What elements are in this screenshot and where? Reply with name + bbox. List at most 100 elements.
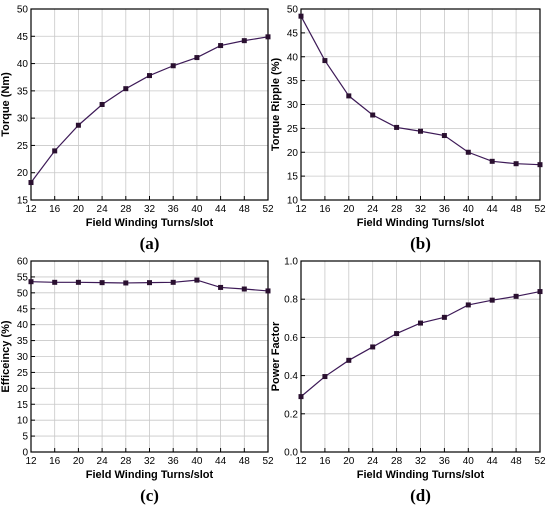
y-axis-title: Power Factor xyxy=(270,321,282,391)
y-tick-label: 0.6 xyxy=(284,333,298,344)
x-tick-label: 12 xyxy=(295,204,307,215)
y-tick-label: 35 xyxy=(287,76,299,87)
x-tick-label: 24 xyxy=(97,204,109,215)
x-tick-label: 52 xyxy=(534,456,546,467)
y-tick-label: 10 xyxy=(287,196,299,207)
y-tick-label: 40 xyxy=(17,59,29,70)
data-point xyxy=(28,180,34,186)
data-point xyxy=(418,320,423,326)
y-tick-label: 5 xyxy=(22,432,28,443)
x-tick-label: 20 xyxy=(73,204,85,215)
x-tick-label: 40 xyxy=(463,204,475,215)
y-axis-title: Efficeincy (%) xyxy=(0,320,12,392)
chart-panel-c: 12 16 20 24 28 32 36 40 44 48 52 0 5 10 15 20 25 30 35 40 45… xyxy=(0,257,274,506)
y-tick-label: 60 xyxy=(17,257,29,268)
data-point xyxy=(123,280,129,286)
panel-label: (c) xyxy=(140,486,159,505)
y-axis-title: Torque Ripple (%) xyxy=(270,58,282,152)
x-tick-label: 40 xyxy=(463,456,475,467)
data-point xyxy=(322,374,328,380)
data-point xyxy=(489,297,495,303)
y-tick-label: 25 xyxy=(17,141,29,152)
y-tick-label: 0.2 xyxy=(284,409,298,420)
data-point xyxy=(441,133,447,139)
x-tick-label: 20 xyxy=(343,204,355,215)
y-tick-label: 20 xyxy=(17,168,29,179)
data-point xyxy=(298,13,304,19)
data-point xyxy=(75,122,81,128)
panel-label: (b) xyxy=(410,234,431,253)
x-tick-label: 40 xyxy=(191,456,203,467)
x-tick-label: 32 xyxy=(415,204,427,215)
y-tick-label: 35 xyxy=(17,336,29,347)
data-point xyxy=(241,286,247,292)
y-tick-label: 15 xyxy=(17,400,29,411)
data-point xyxy=(537,289,543,295)
x-tick-label: 20 xyxy=(343,456,355,467)
data-point xyxy=(265,288,271,294)
data-point xyxy=(370,344,376,350)
data-point xyxy=(123,86,129,92)
data-point xyxy=(346,357,352,363)
y-tick-label: 1.0 xyxy=(284,257,298,268)
data-point xyxy=(322,58,328,64)
data-point xyxy=(28,279,34,285)
data-point xyxy=(513,293,519,299)
x-tick-label: 28 xyxy=(120,456,132,467)
y-tick-label: 40 xyxy=(287,52,299,63)
x-tick-label: 40 xyxy=(191,204,203,215)
x-tick-label: 16 xyxy=(49,456,61,467)
data-point xyxy=(298,394,304,400)
data-point xyxy=(346,93,352,99)
x-tick-label: 32 xyxy=(415,456,427,467)
x-tick-label: 12 xyxy=(25,456,37,467)
x-tick-label: 20 xyxy=(73,456,85,467)
y-tick-label: 45 xyxy=(287,28,299,39)
x-tick-label: 48 xyxy=(511,456,523,467)
data-point xyxy=(99,280,105,286)
data-point xyxy=(418,128,423,134)
y-tick-label: 30 xyxy=(17,352,29,363)
data-point xyxy=(394,124,400,130)
x-tick-label: 48 xyxy=(239,456,251,467)
x-tick-label: 24 xyxy=(367,456,379,467)
x-tick-label: 32 xyxy=(144,204,156,215)
x-axis-title: Field Winding Turns/slot xyxy=(86,217,214,229)
x-tick-label: 32 xyxy=(144,456,156,467)
x-axis-title: Field Winding Turns/slot xyxy=(357,217,485,229)
x-tick-label: 28 xyxy=(391,456,403,467)
x-tick-label: 36 xyxy=(168,204,180,215)
y-tick-label: 50 xyxy=(17,288,29,299)
data-point xyxy=(441,314,447,320)
data-point xyxy=(99,102,105,107)
x-tick-label: 16 xyxy=(49,204,61,215)
data-point xyxy=(194,277,200,283)
data-point xyxy=(465,302,471,308)
x-tick-label: 52 xyxy=(262,204,274,215)
y-tick-label: 30 xyxy=(287,100,299,111)
data-point xyxy=(147,73,152,79)
y-tick-label: 50 xyxy=(17,5,29,16)
y-tick-label: 45 xyxy=(17,304,29,315)
data-point xyxy=(170,279,176,285)
data-point xyxy=(52,279,58,285)
y-axis-title: Torque (Nm) xyxy=(0,72,12,137)
data-point xyxy=(147,280,152,286)
data-point xyxy=(241,38,247,44)
data-point xyxy=(218,43,224,49)
data-point xyxy=(370,112,376,118)
y-tick-label: 40 xyxy=(17,320,29,331)
data-point xyxy=(218,284,224,290)
x-tick-label: 44 xyxy=(215,456,227,467)
x-tick-label: 44 xyxy=(487,456,499,467)
x-tick-label: 24 xyxy=(97,456,109,467)
y-tick-label: 25 xyxy=(287,124,299,135)
x-tick-label: 52 xyxy=(262,456,274,467)
y-tick-label: 0.0 xyxy=(284,448,298,459)
x-axis-title: Field Winding Turns/slot xyxy=(86,469,214,481)
data-point xyxy=(394,331,400,337)
data-point xyxy=(465,149,471,155)
x-tick-label: 36 xyxy=(439,456,451,467)
x-tick-label: 12 xyxy=(295,456,307,467)
chart-panel-d: 12 16 20 24 28 32 36 40 44 48 52 0.0 0.2 0.4 0.6 0.8 1.0… xyxy=(270,257,546,506)
